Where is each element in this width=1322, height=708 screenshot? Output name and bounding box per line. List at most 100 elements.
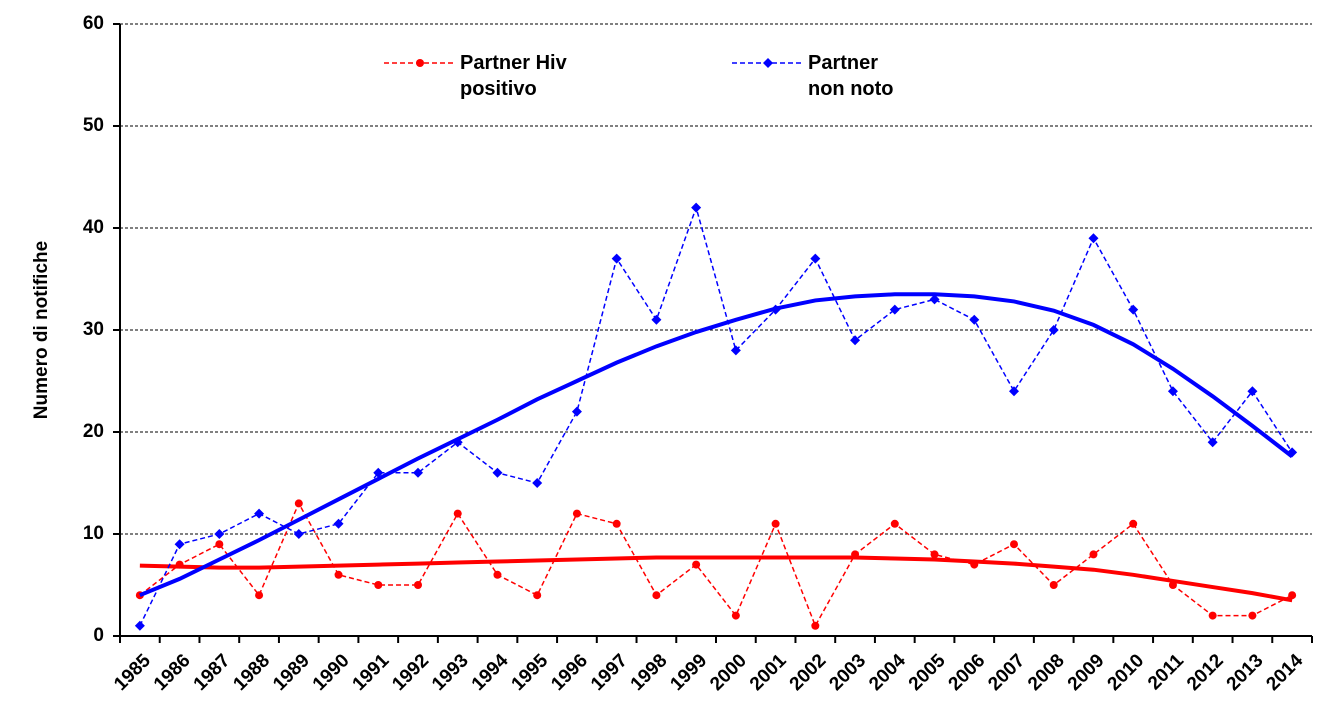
x-tick-label: 2005 xyxy=(905,650,950,695)
x-tick-label: 1987 xyxy=(190,650,235,695)
point xyxy=(215,540,224,549)
x-tick-label: 1997 xyxy=(587,650,632,695)
y-tick-label: 20 xyxy=(83,421,104,442)
y-axis-label: Numero di notifiche xyxy=(31,241,52,419)
x-tick-label: 2002 xyxy=(786,650,831,695)
x-tick-label: 1995 xyxy=(508,650,553,695)
x-tick-label: 1998 xyxy=(627,650,672,695)
y-tick-label: 40 xyxy=(83,217,104,238)
point xyxy=(334,570,343,579)
point xyxy=(452,437,463,448)
x-tick-label: 1996 xyxy=(547,650,592,695)
point xyxy=(1247,386,1258,397)
x-tick-label: 2000 xyxy=(706,650,751,695)
y-tick-label: 60 xyxy=(83,13,104,34)
point xyxy=(532,478,543,488)
point xyxy=(1010,540,1018,549)
point xyxy=(731,611,740,620)
trend-line xyxy=(139,555,1293,603)
point xyxy=(533,591,542,600)
point xyxy=(770,304,781,315)
point xyxy=(255,591,264,600)
point xyxy=(492,467,503,478)
data-line xyxy=(139,205,1293,627)
point xyxy=(692,560,701,569)
x-tick-label: 1986 xyxy=(150,650,195,695)
point xyxy=(1129,519,1138,528)
point xyxy=(930,550,939,559)
point xyxy=(1168,581,1177,589)
legend-marker xyxy=(416,59,424,67)
x-tick-label: 1990 xyxy=(309,650,354,695)
y-tick-label: 30 xyxy=(83,319,104,340)
y-tick-label: 0 xyxy=(93,625,104,646)
point xyxy=(730,345,741,356)
point xyxy=(969,314,980,325)
legend-entry: Partner non noto xyxy=(808,52,894,100)
legend-label: Partner Hiv positivo xyxy=(460,52,567,100)
point xyxy=(691,202,702,213)
x-tick-label: 2003 xyxy=(825,650,870,695)
legend-label: Partner non noto xyxy=(808,52,894,100)
point xyxy=(333,518,344,529)
point xyxy=(1089,550,1098,559)
point xyxy=(652,591,661,600)
legend-entry: Partner Hiv positivo xyxy=(460,52,567,100)
point xyxy=(1288,591,1297,600)
point xyxy=(373,467,384,478)
point xyxy=(214,529,225,539)
x-tick-label: 2010 xyxy=(1104,650,1149,695)
point xyxy=(929,294,940,305)
point xyxy=(1248,611,1257,620)
point xyxy=(493,570,502,579)
x-tick-label: 2004 xyxy=(865,650,910,695)
trend-line xyxy=(139,292,1294,598)
y-tick-label: 10 xyxy=(83,523,104,544)
point xyxy=(254,508,265,519)
point xyxy=(374,581,383,589)
point xyxy=(1009,386,1019,397)
x-tick-label: 2014 xyxy=(1262,650,1307,695)
x-tick-label: 2007 xyxy=(984,650,1029,695)
x-tick-label: 2011 xyxy=(1144,650,1188,694)
point xyxy=(175,560,184,569)
point xyxy=(1088,233,1099,244)
point xyxy=(1128,304,1139,315)
point xyxy=(651,314,662,325)
x-tick-label: 2008 xyxy=(1024,650,1069,695)
point xyxy=(572,509,581,518)
point xyxy=(1287,447,1298,458)
x-tick-label: 2009 xyxy=(1064,650,1109,695)
x-tick-label: 1991 xyxy=(349,650,394,695)
y-tick-label: 50 xyxy=(83,115,104,136)
point xyxy=(1048,325,1059,335)
x-tick-label: 2013 xyxy=(1223,650,1268,695)
point xyxy=(889,304,900,315)
x-tick-label: 2006 xyxy=(945,650,990,695)
point xyxy=(970,560,979,569)
x-tick-label: 2001 xyxy=(746,650,791,695)
x-tick-label: 1985 xyxy=(110,650,155,695)
point xyxy=(811,621,820,630)
x-tick-label: 1999 xyxy=(666,650,711,695)
point xyxy=(174,539,185,550)
x-tick-label: 1993 xyxy=(428,650,473,695)
point xyxy=(414,581,422,589)
point xyxy=(810,253,821,264)
point xyxy=(612,519,621,528)
x-tick-label: 1988 xyxy=(229,650,274,695)
point xyxy=(294,499,303,508)
x-tick-label: 1992 xyxy=(388,650,433,695)
point xyxy=(890,519,899,528)
x-tick-label: 2012 xyxy=(1183,650,1228,695)
point xyxy=(134,620,145,631)
point xyxy=(293,529,304,539)
point xyxy=(611,253,622,264)
point xyxy=(1208,611,1217,620)
x-tick-label: 1989 xyxy=(269,650,314,695)
point xyxy=(850,335,861,346)
point xyxy=(413,467,423,478)
point xyxy=(1207,437,1218,448)
point xyxy=(571,406,582,417)
